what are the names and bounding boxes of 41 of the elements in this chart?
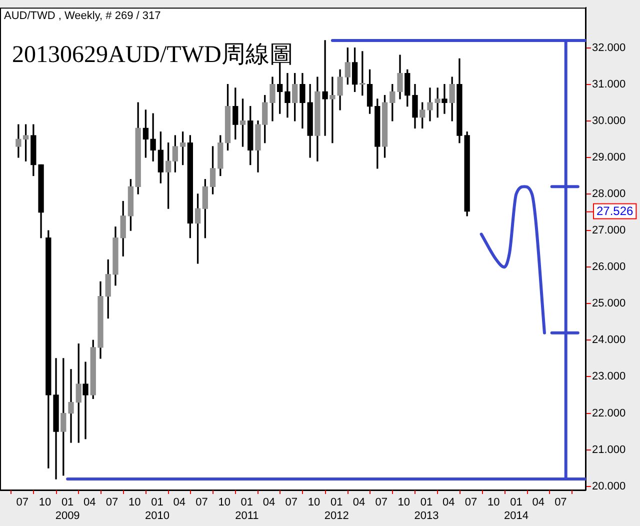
x-tick-label: 07 bbox=[16, 496, 28, 509]
x-tick-label: 01 2009 bbox=[55, 496, 80, 522]
x-tick-label: 07 bbox=[196, 496, 208, 509]
x-tick-label: 10 bbox=[38, 496, 52, 509]
x-tick-label: 10 bbox=[398, 496, 410, 509]
x-tick-label: 10 bbox=[308, 496, 320, 509]
x-tick-label: 07 bbox=[464, 496, 478, 509]
y-tick-label: 32.000 bbox=[592, 42, 626, 54]
y-tick-label: 22.000 bbox=[592, 407, 626, 420]
y-tick-label: 27.000 bbox=[592, 224, 626, 237]
y-tick-label: 20.000 bbox=[592, 480, 626, 492]
x-tick-label: 07 bbox=[554, 496, 567, 509]
y-tick-label: 24.000 bbox=[592, 334, 626, 346]
y-tick-label: 25.000 bbox=[592, 298, 626, 310]
x-tick-label: 01 2013 bbox=[414, 496, 439, 522]
x-tick-label: 01 2014 bbox=[504, 496, 528, 522]
x-tick-label: 04 bbox=[173, 496, 186, 509]
text: 27.526 bbox=[596, 204, 634, 218]
y-tick-label: 30.000 bbox=[592, 114, 626, 127]
x-tick-label: 10 bbox=[218, 496, 230, 509]
x-tick-label: 01 2012 bbox=[324, 496, 349, 522]
y-tick-label: 21.000 bbox=[592, 444, 626, 456]
x-tick-label: 04 bbox=[262, 496, 276, 509]
x-tick-label: 07 bbox=[285, 496, 298, 509]
y-tick-label: 31.000 bbox=[592, 78, 626, 90]
y-tick-label: 26.000 bbox=[592, 261, 626, 274]
annotation: AUD/TWD , Weekly, # 269 / 317 bbox=[4, 10, 161, 22]
x-tick-label: 07 bbox=[375, 496, 388, 509]
x-tick-label: 10 bbox=[128, 496, 141, 509]
y-tick-label: 29.000 bbox=[592, 151, 626, 164]
x-tick-label: 04 bbox=[84, 496, 96, 509]
x-tick-label: 01 2011 bbox=[235, 496, 259, 522]
x-tick-label: 04 bbox=[442, 496, 455, 509]
x-tick-label: 04 bbox=[352, 496, 366, 509]
y-tick-label: 23.000 bbox=[592, 370, 626, 383]
x-tick-label: 07 bbox=[106, 496, 118, 509]
x-tick-label: 04 bbox=[532, 496, 544, 509]
x-tick-label: 10 bbox=[487, 496, 500, 509]
x-tick-label: 01 2010 bbox=[145, 496, 170, 522]
y-tick-label: 28.000 bbox=[592, 188, 626, 200]
text: 20130629AUD/TWD周線圖 bbox=[12, 42, 294, 68]
